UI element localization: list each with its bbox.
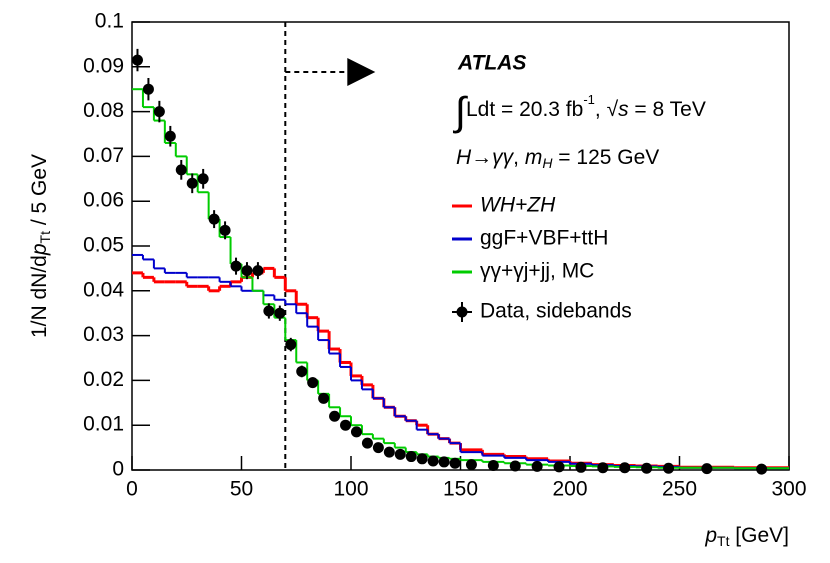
x-tick-label: 200 bbox=[552, 478, 587, 501]
data-point bbox=[372, 442, 384, 454]
data-point bbox=[241, 265, 253, 277]
data-point bbox=[597, 462, 609, 474]
data-point bbox=[756, 463, 768, 475]
data-point bbox=[487, 460, 499, 472]
y-tick-label: 0.07 bbox=[83, 144, 124, 167]
y-tick-label: 0.02 bbox=[83, 368, 124, 391]
data-point bbox=[509, 460, 521, 472]
data-point bbox=[553, 461, 565, 473]
data-point bbox=[427, 455, 439, 467]
y-tick-label: 0.01 bbox=[83, 413, 124, 436]
x-tick-label: 250 bbox=[662, 478, 697, 501]
process-label: H→γγ, mH = 125 GeV bbox=[456, 146, 659, 171]
y-tick-label: 0.1 bbox=[95, 10, 124, 33]
data-point bbox=[619, 462, 631, 474]
y-tick-label: 0.05 bbox=[83, 234, 124, 257]
data-point bbox=[465, 459, 477, 471]
data-point bbox=[641, 462, 653, 474]
legend-label: γγ+γj+jj, MC bbox=[480, 260, 594, 283]
x-tick-label: 0 bbox=[126, 478, 138, 501]
legend-label: WH+ZH bbox=[480, 194, 556, 217]
data-point bbox=[350, 426, 362, 438]
data-point bbox=[142, 83, 154, 95]
legend-swatch bbox=[456, 306, 468, 318]
data-point bbox=[208, 213, 220, 225]
data-point bbox=[296, 365, 308, 377]
data-point bbox=[285, 339, 297, 351]
x-tick-label: 300 bbox=[771, 478, 806, 501]
y-tick-label: 0.06 bbox=[83, 189, 124, 212]
data-point bbox=[153, 106, 165, 118]
data-point bbox=[263, 305, 275, 317]
data-point bbox=[131, 54, 143, 66]
y-axis-label: 1/N dN/dpTt / 5 GeV bbox=[28, 154, 53, 338]
data-point bbox=[307, 377, 319, 389]
data-point bbox=[197, 173, 209, 185]
data-point bbox=[186, 177, 198, 189]
data-point bbox=[164, 130, 176, 142]
x-tick-label: 50 bbox=[230, 478, 253, 501]
data-point bbox=[405, 451, 417, 463]
data-point bbox=[575, 461, 587, 473]
lumi-label: ∫Ldt = 20.3 fb-1, √s = 8 TeV bbox=[453, 90, 706, 134]
data-point bbox=[701, 463, 713, 475]
data-point bbox=[531, 460, 543, 472]
data-point bbox=[361, 437, 373, 449]
data-point bbox=[340, 419, 352, 431]
y-tick-label: 0.03 bbox=[83, 323, 124, 346]
x-axis-label: pTt [GeV] bbox=[704, 524, 789, 549]
data-point bbox=[318, 392, 330, 404]
x-tick-label: 100 bbox=[333, 478, 368, 501]
y-tick-label: 0.04 bbox=[83, 278, 124, 301]
x-tick-label: 150 bbox=[443, 478, 478, 501]
data-point bbox=[416, 453, 428, 465]
data-point bbox=[449, 457, 461, 469]
cut-arrow-head bbox=[347, 58, 376, 86]
legend-label: ggF+VBF+ttH bbox=[480, 227, 608, 250]
data-point bbox=[329, 410, 341, 422]
data-point bbox=[663, 462, 675, 474]
data-point bbox=[383, 446, 395, 458]
legend-label: Data, sidebands bbox=[480, 300, 632, 323]
y-tick-label: 0.08 bbox=[83, 99, 124, 122]
data-point bbox=[219, 224, 231, 236]
y-tick-label: 0 bbox=[112, 458, 124, 481]
experiment-label: ATLAS bbox=[457, 52, 526, 75]
data-point bbox=[274, 307, 286, 319]
y-tick-label: 0.09 bbox=[83, 54, 124, 77]
data-point bbox=[394, 448, 406, 460]
data-point bbox=[252, 265, 264, 277]
data-point bbox=[175, 164, 187, 176]
data-point bbox=[230, 260, 242, 272]
data-point bbox=[438, 456, 450, 468]
